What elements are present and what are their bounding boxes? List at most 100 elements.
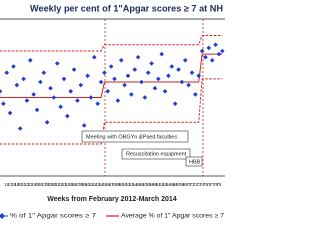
data-point	[85, 73, 90, 79]
x-tick-label: 16	[4, 182, 9, 187]
data-point	[14, 82, 20, 88]
data-point	[38, 79, 43, 85]
x-tick-label: 70	[186, 182, 191, 187]
data-point	[149, 61, 154, 66]
x-tick-label: 20	[18, 182, 23, 187]
data-point	[31, 92, 36, 97]
x-tick-label: 21	[21, 182, 26, 187]
data-point	[220, 48, 225, 54]
data-point	[139, 79, 144, 85]
data-point	[28, 58, 33, 63]
annotation: Resuscitation equipment	[126, 151, 187, 157]
x-tick-label: 61	[156, 182, 161, 187]
data-point	[98, 79, 104, 85]
data-point	[7, 110, 13, 116]
x-tick-label: 68	[179, 182, 184, 187]
data-point	[54, 61, 60, 66]
data-point	[203, 54, 208, 60]
x-tick-label: 39	[82, 182, 87, 187]
x-tick-label: 56	[139, 182, 144, 187]
data-point	[186, 82, 191, 88]
x-tick-label: 54	[132, 182, 137, 187]
control-limit	[0, 78, 223, 145]
x-tick-label: 67	[176, 182, 181, 187]
x-tick-label: 24	[31, 182, 36, 187]
x-tick-label: 57	[142, 182, 147, 187]
data-point	[152, 85, 158, 91]
x-tick-label: 41	[89, 182, 94, 187]
data-point	[48, 85, 53, 91]
x-tick-label: 28	[45, 182, 50, 187]
x-tick-label: 42	[92, 182, 97, 187]
legend-label: % of 1" Apgar scores ≥ 7	[10, 214, 97, 220]
x-tick-label: 43	[95, 182, 100, 187]
data-point	[51, 95, 57, 100]
x-tick-label: 46	[105, 182, 110, 187]
x-tick-label: 27	[41, 182, 46, 187]
x-tick-label: 58	[146, 182, 151, 187]
data-point	[105, 89, 111, 94]
data-point	[34, 107, 40, 113]
data-point	[145, 70, 151, 75]
x-tick-label: 31	[55, 182, 60, 187]
data-point	[44, 120, 50, 125]
data-point	[216, 51, 222, 57]
data-point	[179, 79, 185, 85]
x-tick-label: 19	[14, 182, 19, 187]
data-point	[142, 95, 148, 100]
data-point	[176, 67, 181, 72]
x-tick-label: 32	[58, 182, 63, 187]
data-point	[41, 70, 47, 75]
data-point	[95, 101, 100, 106]
chart: Weekly per cent of 1"Apgar scores ≥ 7 at…	[0, 3, 225, 220]
data-point	[196, 73, 202, 79]
x-tick-label: 51	[122, 182, 127, 187]
x-tick-label: 17	[8, 182, 13, 187]
data-point	[112, 76, 117, 82]
x-tick-label: 45	[102, 182, 107, 187]
data-point	[166, 73, 171, 79]
annotation-box	[185, 156, 203, 167]
x-tick-label: 36	[72, 182, 77, 187]
x-tick-label: 63	[163, 182, 168, 187]
x-tick-label: 72	[193, 182, 198, 187]
data-point	[135, 54, 141, 60]
x-tick-label: 22	[25, 182, 30, 187]
x-tick-label: 73	[196, 182, 201, 187]
data-point	[162, 89, 168, 94]
annotation-box	[81, 130, 189, 143]
x-tick-label: 33	[62, 182, 67, 187]
data-point	[65, 113, 70, 119]
control-limit	[0, 35, 223, 52]
data-point	[182, 58, 188, 63]
data-point	[206, 45, 212, 51]
x-tick-label: 78	[213, 182, 218, 187]
x-tick-label: 64	[166, 182, 171, 187]
x-tick-label: 59	[149, 182, 154, 187]
annotation-box	[121, 148, 191, 160]
average-line	[0, 53, 223, 98]
data-point	[125, 73, 131, 79]
data-point	[68, 89, 74, 94]
data-point	[213, 42, 218, 48]
x-tick-label: 49	[115, 182, 120, 187]
data-point	[169, 64, 175, 69]
data-point	[132, 67, 138, 72]
x-axis-label: Weeks from February 2012-March 2014	[47, 196, 177, 203]
data-point	[58, 104, 63, 110]
data-point	[172, 101, 178, 106]
data-point	[17, 126, 23, 131]
data-point	[209, 58, 215, 63]
x-tick-label: 26	[38, 182, 43, 187]
x-tick-label: 40	[85, 182, 90, 187]
x-tick-label: 53	[129, 182, 134, 187]
chart-title: Weekly per cent of 1"Apgar scores ≥ 7 at…	[30, 3, 223, 13]
x-tick-label: 48	[112, 182, 117, 187]
x-tick-label: 35	[68, 182, 73, 187]
x-tick-label: 65	[169, 182, 174, 187]
x-tick-label: 74	[200, 182, 205, 187]
data-point	[78, 82, 84, 88]
data-point	[102, 70, 107, 75]
x-tick-label: 76	[206, 182, 211, 187]
data-point	[24, 98, 30, 103]
